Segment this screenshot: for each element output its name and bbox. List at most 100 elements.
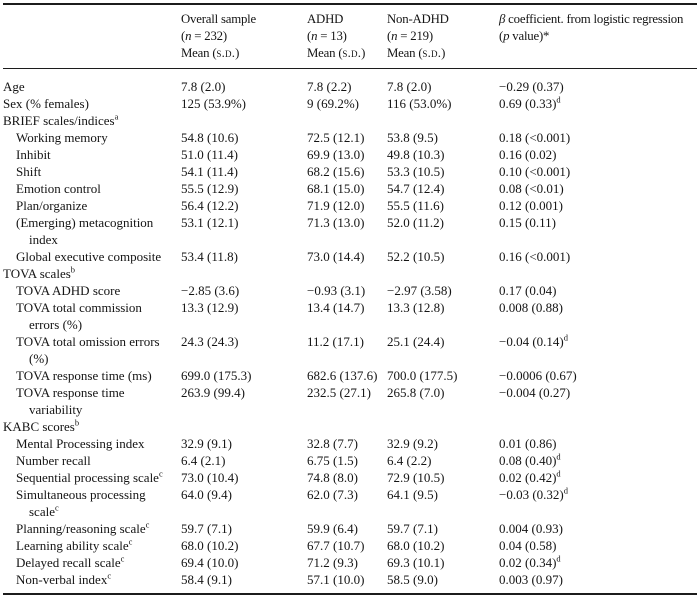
text-segment: 64.0 (9.4) — [181, 487, 232, 502]
cell-non-adhd: 6.4 (2.2) — [387, 452, 499, 469]
cell-beta-coefficient: 0.10 (<0.001) — [499, 163, 697, 180]
text-segment: TOVA scales — [3, 266, 71, 281]
cell-overall-sample: −2.85 (3.6) — [181, 282, 307, 299]
cell-adhd: 682.6 (137.6) — [307, 367, 387, 384]
text-segment: s.d. — [422, 46, 442, 60]
text-segment: −0.004 (0.27) — [499, 385, 571, 400]
text-segment: Shift — [16, 164, 42, 179]
cell-beta-coefficient: 0.02 (0.42)d — [499, 469, 697, 486]
text-segment: 74.8 (8.0) — [307, 470, 358, 485]
cell-adhd — [307, 112, 387, 129]
text-segment: n — [311, 29, 318, 43]
text-segment: 0.16 (<0.001) — [499, 249, 571, 264]
row-label: Global executive composite — [3, 248, 181, 265]
table-row-sequential-processing-scale: Sequential processing scalec 73.0 (10.4) 7… — [3, 469, 697, 486]
cell-non-adhd: 32.9 (9.2) — [387, 435, 499, 452]
text-segment: 232.5 (27.1) — [307, 385, 371, 400]
text-segment: 56.4 (12.2) — [181, 198, 239, 213]
header-col-adhd: ADHD (n = 13) Mean (s.d.) — [307, 4, 387, 69]
cell-overall-sample: 54.8 (10.6) — [181, 129, 307, 146]
table-row-tova-response-time-variability: TOVA response time variability 263.9 (99.4… — [3, 384, 697, 418]
row-label: BRIEF scales/indicesa — [3, 112, 181, 129]
cell-non-adhd: 49.8 (10.3) — [387, 146, 499, 163]
cell-overall-sample: 7.8 (2.0) — [181, 69, 307, 96]
text-segment: 62.0 (7.3) — [307, 487, 358, 502]
row-label-line: Learning ability scalec — [3, 537, 181, 554]
cell-non-adhd: 53.3 (10.5) — [387, 163, 499, 180]
row-label: TOVA total commission errors (%) — [3, 299, 181, 333]
cell-adhd: 68.2 (15.6) — [307, 163, 387, 180]
cell-overall-sample: 699.0 (175.3) — [181, 367, 307, 384]
text-segment: = 232) — [191, 29, 227, 43]
text-segment: ) — [361, 46, 366, 60]
row-label-line: Shift — [3, 163, 181, 180]
text-segment: 0.16 (0.02) — [499, 147, 557, 162]
cell-adhd: 71.2 (9.3) — [307, 554, 387, 571]
cell-non-adhd: 69.3 (10.1) — [387, 554, 499, 571]
cell-non-adhd: 55.5 (11.6) — [387, 197, 499, 214]
row-label: Inhibit — [3, 146, 181, 163]
cell-beta-coefficient: 0.02 (0.34)d — [499, 554, 697, 571]
text-segment: 13.4 (14.7) — [307, 300, 365, 315]
cell-overall-sample: 6.4 (2.1) — [181, 452, 307, 469]
text-segment: = 219) — [397, 29, 433, 43]
row-label: Emotion control — [3, 180, 181, 197]
cell-beta-coefficient: 0.18 (<0.001) — [499, 129, 697, 146]
header-line: Overall sample — [181, 11, 307, 28]
header-col-overall: Overall sample (n = 232) Mean (s.d.) — [181, 4, 307, 69]
text-segment: Non-ADHD — [387, 12, 449, 26]
text-segment: −2.97 (3.58) — [387, 283, 452, 298]
text-segment: 72.5 (12.1) — [307, 130, 365, 145]
text-segment: 58.4 (9.1) — [181, 572, 232, 587]
text-segment: Simultaneous processing — [16, 487, 146, 502]
text-segment: 32.8 (7.7) — [307, 436, 358, 451]
footnote-marker: b — [70, 264, 76, 275]
table-row-planning-reasoning-scale: Planning/reasoning scalec 59.7 (7.1) 59.9 … — [3, 520, 697, 537]
footnote-marker: d — [556, 94, 561, 105]
text-segment: 11.2 (17.1) — [307, 334, 364, 349]
cell-overall-sample: 69.4 (10.0) — [181, 554, 307, 571]
text-segment: Planning/reasoning scale — [16, 521, 146, 536]
cell-overall-sample: 32.9 (9.1) — [181, 435, 307, 452]
cell-overall-sample: 68.0 (10.2) — [181, 537, 307, 554]
paper-table-page: Overall sample (n = 232) Mean (s.d.) ADHD (n… — [0, 3, 700, 605]
text-segment: TOVA response time — [16, 385, 125, 400]
text-segment: 265.8 (7.0) — [387, 385, 445, 400]
text-segment: 71.9 (12.0) — [307, 198, 365, 213]
text-segment: BRIEF scales/indices — [3, 113, 115, 128]
cell-overall-sample: 53.4 (11.8) — [181, 248, 307, 265]
text-segment: 0.02 (0.34) — [499, 555, 557, 570]
row-label-line: TOVA ADHD score — [3, 282, 181, 299]
cell-overall-sample: 54.1 (11.4) — [181, 163, 307, 180]
text-segment: 6.75 (1.5) — [307, 453, 358, 468]
cell-overall-sample: 59.7 (7.1) — [181, 520, 307, 537]
text-segment: 25.1 (24.4) — [387, 334, 445, 349]
table-row-tova-total-commission-errors: TOVA total commission errors (%) 13.3 (12.… — [3, 299, 697, 333]
cell-non-adhd — [387, 112, 499, 129]
cell-beta-coefficient: −0.29 (0.37) — [499, 69, 697, 96]
footnote-marker: d — [556, 468, 561, 479]
text-segment: Learning ability scale — [16, 538, 129, 553]
text-segment: 52.0 (11.2) — [387, 215, 444, 230]
text-segment: Inhibit — [16, 147, 51, 162]
text-segment: s.d. — [216, 46, 236, 60]
cell-beta-coefficient: 0.004 (0.93) — [499, 520, 697, 537]
cell-overall-sample: 263.9 (99.4) — [181, 384, 307, 418]
cell-adhd: 11.2 (17.1) — [307, 333, 387, 367]
text-segment: 69.4 (10.0) — [181, 555, 239, 570]
row-label: Age — [3, 69, 181, 96]
table-row-shift: Shift 54.1 (11.4) 68.2 (15.6) 53.3 (10.5) 0.… — [3, 163, 697, 180]
text-segment: 7.8 (2.0) — [181, 79, 226, 94]
cell-adhd: 67.7 (10.7) — [307, 537, 387, 554]
cell-beta-coefficient — [499, 265, 697, 282]
text-segment: −0.04 (0.14) — [499, 334, 564, 349]
table-row-mental-processing-index: Mental Processing index 32.9 (9.1) 32.8 (7… — [3, 435, 697, 452]
text-segment: ( — [499, 29, 504, 43]
text-segment: 71.3 (13.0) — [307, 215, 365, 230]
cell-overall-sample — [181, 265, 307, 282]
text-segment: 0.15 (0.11) — [499, 215, 556, 230]
text-segment: Mean ( — [387, 46, 423, 60]
text-segment: Mental Processing index — [16, 436, 145, 451]
text-segment: Global executive composite — [16, 249, 162, 264]
text-segment: 53.3 (10.5) — [387, 164, 445, 179]
